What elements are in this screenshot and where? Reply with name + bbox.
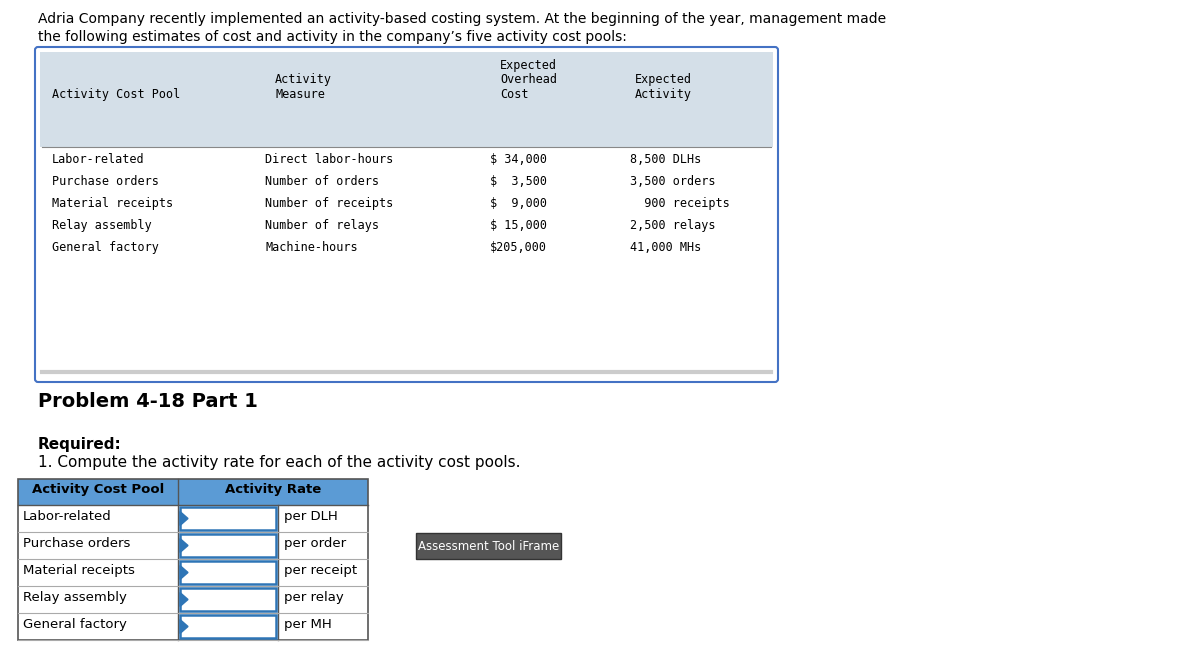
Polygon shape [180, 619, 188, 633]
Text: Activity: Activity [635, 88, 692, 101]
Text: Overhead: Overhead [500, 73, 557, 86]
Text: $ 15,000: $ 15,000 [490, 219, 547, 232]
Bar [18, 479, 368, 505]
Bar [180, 588, 276, 611]
Text: 900 receipts: 900 receipts [630, 197, 730, 210]
Bar [18, 479, 368, 640]
Text: 3,500 orders: 3,500 orders [630, 175, 715, 188]
Text: 41,000 MHs: 41,000 MHs [630, 241, 701, 254]
Text: Adria Company recently implemented an activity-based costing system. At the begi: Adria Company recently implemented an ac… [38, 12, 886, 26]
Text: Relay assembly: Relay assembly [52, 219, 151, 232]
Text: per receipt: per receipt [284, 564, 358, 577]
Bar [180, 534, 276, 557]
Text: 8,500 DLHs: 8,500 DLHs [630, 153, 701, 166]
Text: Activity Cost Pool: Activity Cost Pool [32, 483, 164, 496]
Polygon shape [180, 565, 188, 580]
Text: the following estimates of cost and activity in the company’s five activity cost: the following estimates of cost and acti… [38, 30, 626, 44]
Text: $ 34,000: $ 34,000 [490, 153, 547, 166]
Text: General factory: General factory [52, 241, 158, 254]
Text: Expected: Expected [500, 59, 557, 72]
Text: Labor-related: Labor-related [52, 153, 145, 166]
Text: General factory: General factory [23, 618, 127, 631]
Polygon shape [180, 593, 188, 606]
Text: per relay: per relay [284, 591, 343, 604]
Polygon shape [180, 512, 188, 525]
Bar [40, 52, 773, 147]
Text: Activity Cost Pool: Activity Cost Pool [52, 88, 180, 101]
Bar [180, 561, 276, 584]
Text: Labor-related: Labor-related [23, 510, 112, 523]
Text: Material receipts: Material receipts [52, 197, 173, 210]
Text: 2,500 relays: 2,500 relays [630, 219, 715, 232]
Text: Expected: Expected [635, 73, 692, 86]
Text: Measure: Measure [275, 88, 325, 101]
Text: Purchase orders: Purchase orders [52, 175, 158, 188]
Text: Problem 4-18 Part 1: Problem 4-18 Part 1 [38, 392, 258, 411]
Text: Assessment Tool iFrame: Assessment Tool iFrame [418, 540, 559, 553]
Text: per order: per order [284, 537, 346, 550]
Text: $  9,000: $ 9,000 [490, 197, 547, 210]
Text: $  3,500: $ 3,500 [490, 175, 547, 188]
Text: per DLH: per DLH [284, 510, 337, 523]
Text: Direct labor-hours: Direct labor-hours [265, 153, 394, 166]
Polygon shape [180, 538, 188, 553]
Text: Number of relays: Number of relays [265, 219, 379, 232]
Text: Required:: Required: [38, 437, 121, 452]
Text: Material receipts: Material receipts [23, 564, 134, 577]
Text: Number of receipts: Number of receipts [265, 197, 394, 210]
Text: Activity Rate: Activity Rate [224, 483, 322, 496]
Text: Machine-hours: Machine-hours [265, 241, 358, 254]
Text: Relay assembly: Relay assembly [23, 591, 127, 604]
Text: Activity: Activity [275, 73, 332, 86]
Text: Purchase orders: Purchase orders [23, 537, 131, 550]
Bar [180, 507, 276, 530]
Text: Cost: Cost [500, 88, 528, 101]
Text: 1. Compute the activity rate for each of the activity cost pools.: 1. Compute the activity rate for each of… [38, 455, 521, 470]
Bar [416, 533, 562, 559]
Text: Number of orders: Number of orders [265, 175, 379, 188]
Bar [180, 615, 276, 638]
Text: per MH: per MH [284, 618, 331, 631]
FancyBboxPatch shape [35, 47, 778, 382]
Text: $205,000: $205,000 [490, 241, 547, 254]
